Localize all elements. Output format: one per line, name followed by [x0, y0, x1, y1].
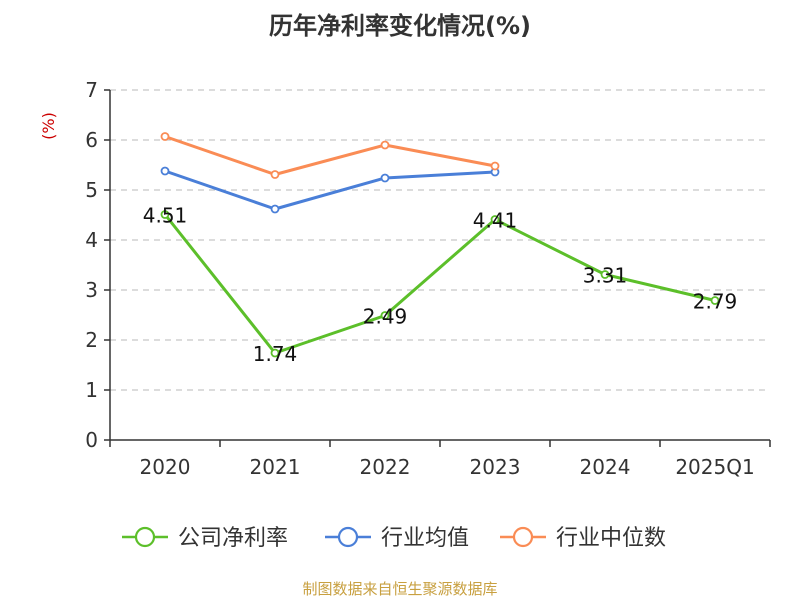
legend-item[interactable]: 行业均值 — [325, 526, 469, 551]
x-tick-label: 2024 — [580, 455, 631, 479]
data-point — [270, 348, 280, 358]
data-point — [160, 210, 170, 219]
legend-label: 公司净利率 — [178, 526, 288, 551]
data-label: 3.31 — [583, 264, 628, 288]
data-label: 4.51 — [143, 204, 188, 228]
data-point — [160, 132, 170, 141]
series-line — [164, 169, 496, 211]
series-line — [164, 135, 496, 176]
y-tick-label: 7 — [85, 78, 98, 102]
y-tick-label: 5 — [85, 178, 98, 202]
legend-label: 行业均值 — [381, 526, 469, 551]
y-tick-label: 4 — [85, 228, 98, 252]
y-tick-label: 3 — [85, 278, 98, 302]
x-tick-label: 2025Q1 — [675, 455, 754, 479]
y-axis-label: (%) — [39, 112, 58, 140]
data-point — [270, 204, 280, 214]
axes: 0 1 2 3 4 5 6 7 2020 2021 2022 2023 2024 2025Q1 — [85, 78, 771, 479]
y-tick-label: 6 — [85, 128, 98, 152]
legend-label: 行业中位数 — [556, 526, 666, 551]
data-point — [380, 311, 390, 320]
data-point — [710, 296, 720, 305]
data-point — [270, 170, 280, 179]
series-lines — [160, 132, 720, 358]
x-tick-label: 2020 — [140, 455, 191, 479]
data-label: 1.74 — [253, 342, 298, 366]
x-tick-label: 2021 — [250, 455, 301, 479]
x-tick-label: 2023 — [470, 455, 521, 479]
series-line — [163, 213, 716, 355]
data-labels: 4.51 1.74 2.49 4.41 3.31 2.79 — [143, 204, 738, 367]
data-point — [380, 140, 390, 150]
legend: 公司净利率 行业均值 行业中位数 — [122, 526, 666, 551]
data-point — [600, 270, 610, 279]
data-point — [160, 166, 170, 176]
legend-item[interactable]: 行业中位数 — [500, 526, 666, 551]
grid-lines — [110, 89, 770, 391]
data-label: 4.41 — [473, 209, 518, 233]
y-tick-label: 1 — [85, 378, 98, 402]
data-point — [490, 215, 500, 224]
data-point — [490, 161, 500, 171]
x-tick-label: 2022 — [360, 455, 411, 479]
y-tick-label: 0 — [85, 428, 98, 452]
data-label: 2.79 — [693, 290, 738, 314]
y-tick-label: 2 — [85, 328, 98, 352]
legend-item[interactable]: 公司净利率 — [122, 526, 288, 551]
source-note: 制图数据来自恒生聚源数据库 — [302, 580, 498, 598]
chart-title: 历年净利率变化情况(%) — [269, 12, 531, 40]
data-point — [380, 173, 390, 183]
data-label: 2.49 — [363, 305, 408, 329]
